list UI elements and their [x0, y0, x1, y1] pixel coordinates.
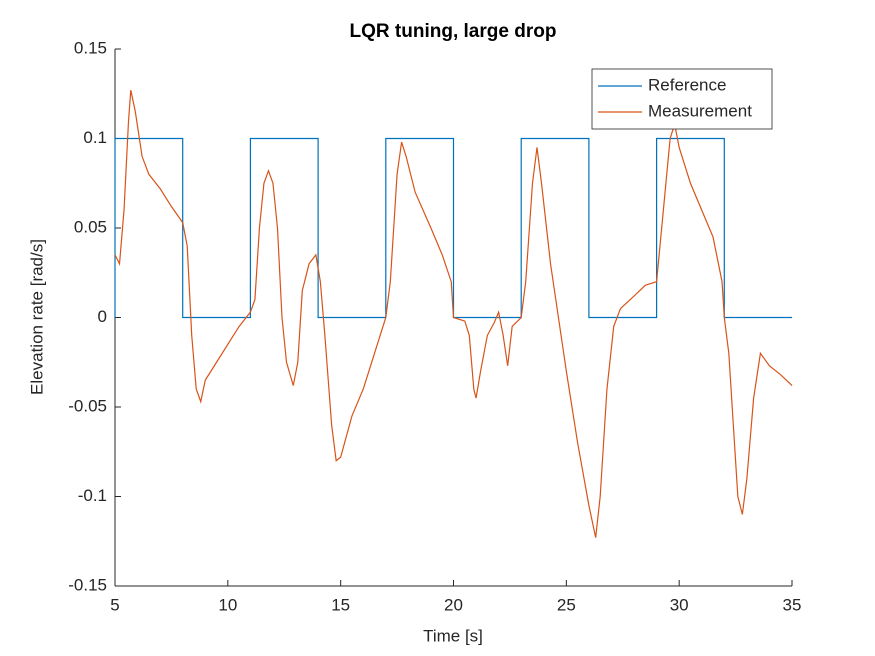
legend-label: Measurement — [648, 101, 752, 120]
y-axis-label: Elevation rate [rad/s] — [27, 239, 46, 395]
x-tick-label: 30 — [670, 595, 689, 614]
x-tick-label: 25 — [557, 595, 576, 614]
x-tick-label: 15 — [331, 595, 350, 614]
y-tick-label: 0.1 — [83, 128, 107, 147]
x-tick-label: 10 — [218, 595, 237, 614]
legend-box — [591, 68, 773, 130]
y-tick-label: -0.1 — [78, 486, 107, 505]
y-tick-label: -0.15 — [68, 575, 107, 594]
y-tick-label: -0.05 — [68, 396, 107, 415]
y-tick-label: 0.15 — [74, 38, 107, 57]
x-tick-label: 35 — [783, 595, 802, 614]
y-tick-label: 0.05 — [74, 217, 107, 236]
x-tick-label: 5 — [110, 595, 119, 614]
chart-title: LQR tuning, large drop — [350, 21, 557, 42]
x-tick-label: 20 — [444, 595, 463, 614]
legend-label: Reference — [648, 75, 726, 94]
x-axis-label: Time [s] — [423, 626, 483, 645]
y-tick-label: 0 — [98, 307, 107, 326]
series-line — [114, 137, 792, 319]
